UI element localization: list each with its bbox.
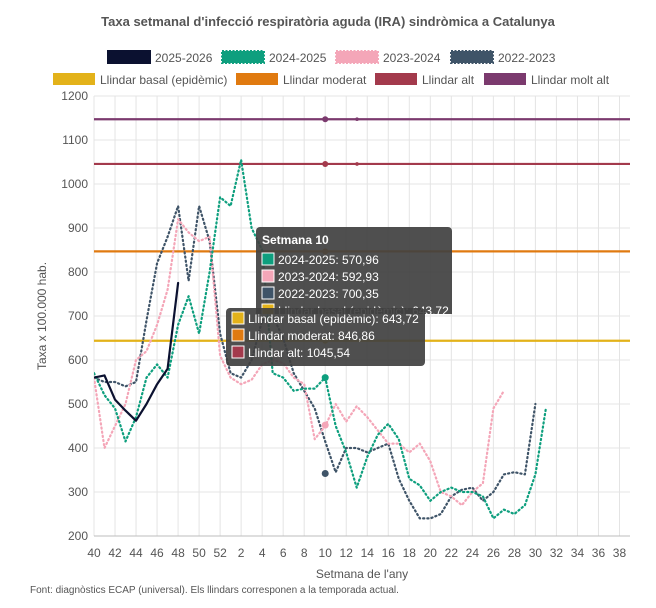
tooltip-row: 2024-2025: 570,96 [278, 253, 379, 267]
legend-label: 2025-2026 [155, 51, 213, 65]
legend-swatch [53, 73, 95, 85]
y-tick-label: 1200 [61, 89, 88, 103]
x-tick-label: 50 [192, 546, 206, 560]
y-tick-label: 1100 [62, 133, 88, 147]
x-tick-label: 44 [129, 546, 143, 560]
x-tick-label: 52 [213, 546, 227, 560]
tooltip-lower: Llindar basal (epidèmic): 643,72 Llindar … [226, 308, 425, 366]
legend-swatch [450, 50, 494, 64]
tooltip-upper: Setmana 10 2024-2025: 570,96 2023-2024: 59… [256, 227, 452, 314]
y-tick-label: 600 [68, 353, 88, 367]
x-tick-label: 40 [87, 546, 101, 560]
x-tick-label: 10 [319, 546, 333, 560]
x-tick-label: 24 [466, 546, 480, 560]
y-tick-label: 400 [68, 441, 88, 455]
legend-label: Llindar molt alt [531, 73, 610, 87]
x-tick-label: 8 [301, 546, 308, 560]
tooltips: Setmana 10 2024-2025: 570,96 2023-2024: 59… [226, 227, 452, 366]
x-tick-label: 26 [487, 546, 501, 560]
legend-swatch [335, 50, 379, 64]
legend-swatch [236, 73, 278, 85]
x-tick-label: 36 [592, 546, 606, 560]
series-line-2022-2023 [94, 204, 537, 520]
tooltip-title: Setmana 10 [262, 233, 329, 247]
y-tick-label: 700 [68, 309, 88, 323]
chart-title: Taxa setmanal d'infecció respiratòria ag… [101, 14, 555, 29]
legend-swatch [375, 73, 417, 85]
series-line-2024-2025 [94, 158, 548, 520]
tooltip-row: 2022-2023: 700,35 [278, 287, 379, 301]
legend-label: Llindar alt [422, 73, 475, 87]
legend-swatch [107, 50, 151, 64]
legend-swatch [484, 73, 526, 85]
x-tick-label: 20 [424, 546, 438, 560]
y-tick-label: 500 [68, 397, 88, 411]
series-line-2025-2026 [94, 281, 180, 422]
legend-label: 2022-2023 [498, 51, 556, 65]
x-tick-label: 42 [108, 546, 122, 560]
tooltip-swatch [231, 311, 245, 325]
tooltip-row: 2023-2024: 592,93 [278, 270, 379, 284]
tooltip-box [226, 308, 425, 366]
legend-swatch [221, 50, 265, 64]
tooltip-swatch [261, 269, 275, 283]
tooltip-swatch [231, 328, 245, 342]
tooltip-box [256, 227, 452, 314]
series-lines [94, 158, 548, 520]
y-tick-label: 1000 [61, 177, 88, 191]
hover-minor-point [355, 117, 359, 122]
footnote: Font: diagnòstics ECAP (universal). Els … [30, 585, 399, 596]
x-tick-label: 6 [280, 546, 287, 560]
y-tick-label: 300 [68, 485, 88, 499]
grid-lines [93, 95, 630, 537]
x-tick-label: 46 [150, 546, 164, 560]
hover-minor-point [323, 117, 327, 122]
hover-markers [321, 116, 359, 478]
x-tick-label: 48 [171, 546, 185, 560]
legend-label: Llindar basal (epidèmic) [100, 73, 227, 87]
x-tick-label: 28 [508, 546, 522, 560]
hover-point [321, 470, 329, 478]
legend-label: 2024-2025 [269, 51, 327, 65]
x-tick-label: 14 [361, 546, 375, 560]
y-axis-title: Taxa x 100.000 hab. [35, 262, 49, 370]
tooltip-swatch [261, 286, 275, 300]
hover-point [321, 374, 329, 382]
tooltip-swatch [231, 345, 245, 359]
x-tick-label: 38 [613, 546, 627, 560]
tooltip-row: Llindar alt: 1045,54 [248, 346, 350, 360]
x-tick-label: 4 [259, 546, 266, 560]
y-tick-label: 200 [68, 529, 88, 543]
x-tick-label: 18 [403, 546, 417, 560]
legend[interactable]: 2025-2026 2024-2025 2023-2024 2022-2023 Llin… [53, 50, 610, 87]
hover-minor-point [323, 162, 327, 166]
tooltip-row: Llindar moderat: 846,86 [248, 329, 375, 343]
x-tick-label: 34 [571, 546, 585, 560]
x-tick-label: 12 [340, 546, 354, 560]
hover-minor-point [355, 162, 359, 166]
series-line-2023-2024 [94, 218, 505, 507]
x-tick-label: 30 [529, 546, 543, 560]
y-tick-label: 900 [68, 221, 88, 235]
x-tick-label: 22 [445, 546, 459, 560]
legend-label: 2023-2024 [383, 51, 441, 65]
hover-point [321, 421, 329, 429]
x-axis-title: Setmana de l'any [316, 567, 408, 581]
x-tick-label: 32 [550, 546, 564, 560]
y-tick-label: 800 [68, 265, 88, 279]
legend-label: Llindar moderat [283, 73, 367, 87]
tooltip-swatch [261, 252, 275, 266]
x-tick-label: 2 [238, 546, 245, 560]
x-tick-label: 16 [382, 546, 396, 560]
tooltip-row: Llindar basal (epidèmic): 643,72 [248, 312, 419, 326]
